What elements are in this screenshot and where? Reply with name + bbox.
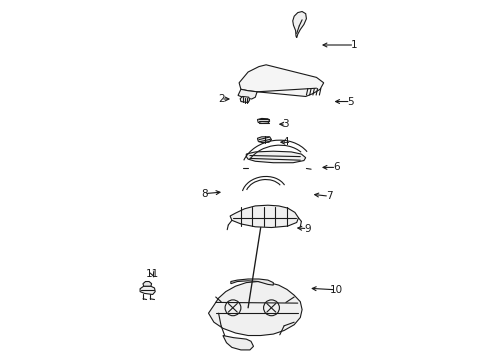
Polygon shape	[257, 118, 269, 123]
Text: 10: 10	[329, 285, 342, 295]
Text: 3: 3	[282, 119, 288, 129]
Text: 8: 8	[201, 189, 207, 199]
Text: 5: 5	[346, 96, 353, 107]
Polygon shape	[238, 89, 257, 99]
Polygon shape	[208, 282, 302, 336]
Polygon shape	[223, 336, 253, 350]
Text: 11: 11	[146, 269, 159, 279]
Text: 2: 2	[217, 94, 224, 104]
Text: 7: 7	[325, 191, 332, 201]
Polygon shape	[230, 279, 273, 285]
Polygon shape	[240, 96, 249, 103]
Polygon shape	[230, 205, 298, 228]
Text: 9: 9	[304, 224, 310, 234]
Polygon shape	[292, 12, 306, 38]
Polygon shape	[140, 286, 155, 294]
Text: 1: 1	[350, 40, 357, 50]
Text: 6: 6	[332, 162, 339, 172]
Polygon shape	[246, 151, 305, 163]
Polygon shape	[257, 137, 271, 143]
Polygon shape	[239, 65, 323, 96]
Polygon shape	[142, 282, 151, 286]
Text: 4: 4	[282, 137, 288, 147]
